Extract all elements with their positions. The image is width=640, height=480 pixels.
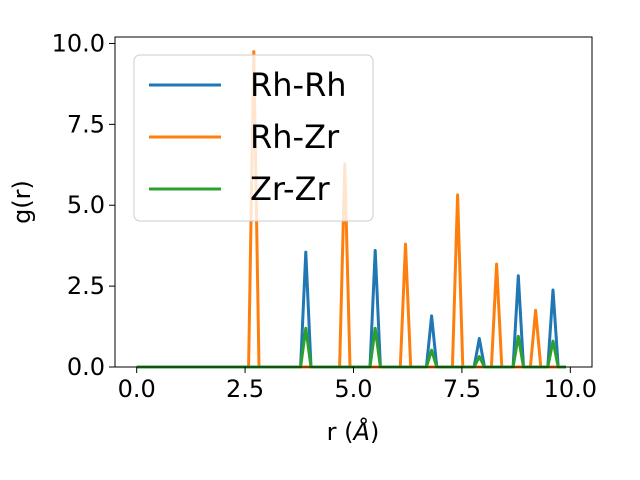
y-tick-label: 5.0 (67, 191, 105, 219)
y-tick-label: 7.5 (67, 110, 105, 138)
y-tick-label: 2.5 (67, 272, 105, 300)
x-tick-label: 10.0 (544, 375, 597, 403)
y-axis-ticks: 0.0 2.5 5.0 7.5 10.0 (52, 29, 115, 381)
x-tick-label: 2.5 (226, 375, 264, 403)
y-tick-label: 10.0 (52, 29, 105, 57)
x-axis-ticks: 0.0 2.5 5.0 7.5 10.0 (118, 367, 597, 403)
y-tick-label: 0.0 (67, 353, 105, 381)
legend-box (133, 54, 374, 222)
x-tick-label: 0.0 (118, 375, 156, 403)
x-axis-label: r (Å) (327, 417, 380, 446)
y-axis-label: g(r) (8, 180, 36, 224)
legend-item-zr-zr: Zr-Zr (149, 170, 331, 208)
x-tick-label: 7.5 (443, 375, 481, 403)
legend-item-rh-zr: Rh-Zr (149, 118, 340, 156)
legend-label: Rh-Rh (250, 66, 347, 104)
legend: Rh-Rh Rh-Zr Zr-Zr (133, 54, 374, 222)
x-tick-label: 5.0 (334, 375, 372, 403)
legend-label: Rh-Zr (250, 118, 340, 156)
legend-label: Zr-Zr (250, 170, 331, 208)
legend-item-rh-rh: Rh-Rh (149, 66, 347, 104)
